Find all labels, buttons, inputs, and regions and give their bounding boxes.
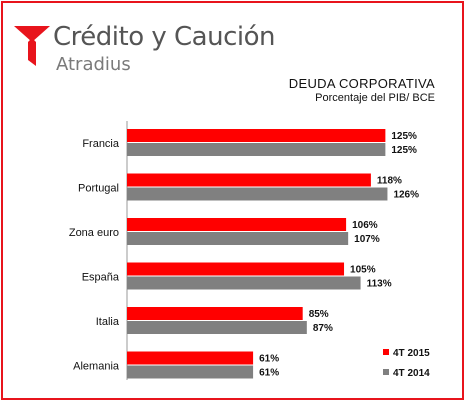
data-label: 118% [377, 176, 402, 187]
bar-series-2 [127, 232, 349, 245]
brand-sub: Atradius [56, 54, 131, 75]
brand-logo-icon [14, 26, 50, 66]
data-label: 113% [367, 279, 392, 290]
category-label: Francia [82, 138, 120, 150]
data-label: 105% [350, 265, 376, 276]
data-label: 125% [391, 145, 417, 156]
data-label: 61% [259, 354, 279, 365]
category-label: Portugal [78, 183, 119, 195]
bar-series-2 [127, 187, 388, 201]
brand-name: Crédito y Caución [53, 22, 275, 52]
bar-series-1 [127, 262, 345, 276]
data-label: 125% [391, 131, 417, 142]
chart-title: DEUDA CORPORATIVA [288, 76, 435, 91]
bar-series-1 [127, 173, 371, 187]
data-label: 61% [259, 368, 279, 379]
data-label: 87% [313, 323, 333, 334]
data-label: 106% [352, 220, 378, 231]
bar-series-1 [127, 307, 303, 320]
bar-series-2 [127, 321, 307, 334]
data-label: 85% [309, 309, 329, 320]
legend-swatch [383, 349, 389, 355]
data-label: 107% [354, 234, 380, 245]
data-label: 126% [393, 190, 419, 201]
bar-series-1 [127, 129, 386, 142]
bar-series-1 [127, 218, 347, 231]
legend-swatch [383, 369, 389, 375]
category-label: Zona euro [69, 227, 119, 239]
bar-series-1 [127, 351, 254, 365]
category-label: España [82, 272, 120, 284]
bar-series-2 [127, 143, 386, 156]
chart-subtitle: Porcentaje del PIB/ BCE [315, 92, 435, 104]
category-label: Italia [96, 316, 120, 328]
legend-label: 4T 2015 [393, 348, 430, 359]
legend-label: 4T 2014 [393, 368, 430, 379]
bar-series-2 [127, 276, 361, 290]
bar-series-2 [127, 365, 254, 379]
category-label: Alemania [73, 361, 120, 373]
